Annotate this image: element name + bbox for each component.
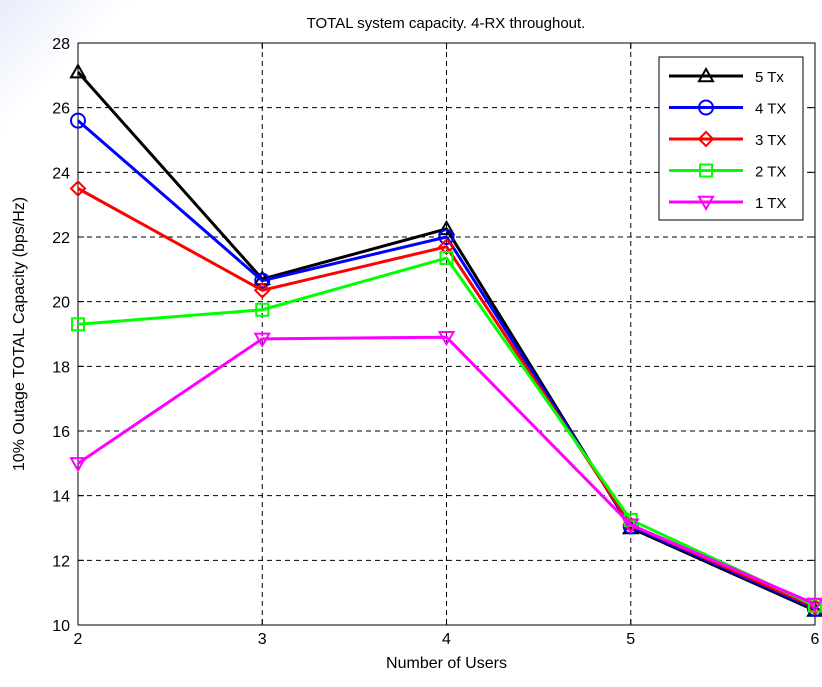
data-point <box>70 112 86 129</box>
data-point <box>806 597 822 613</box>
y-tick-label: 22 <box>52 230 70 247</box>
data-point <box>254 272 271 289</box>
y-tick-label: 14 <box>52 489 70 506</box>
y-tick-label: 10 <box>52 618 70 635</box>
legend-item: 4 TX <box>669 99 786 118</box>
y-tick-label: 26 <box>52 101 70 118</box>
x-tick-label: 3 <box>258 631 267 648</box>
data-point <box>69 180 87 197</box>
legend-label: 1 TX <box>755 195 786 212</box>
data-point <box>438 238 455 256</box>
data-point <box>698 99 714 116</box>
y-axis-label: 10% Outage TOTAL Capacity (bps/Hz) <box>11 197 28 471</box>
legend-item: 2 TX <box>669 163 786 181</box>
data-point <box>438 229 455 245</box>
legend: 5 Tx 4 TX 3 TX 2 TX 1 TX <box>658 56 804 221</box>
x-tick-label: 2 <box>74 631 83 648</box>
data-point <box>439 251 454 266</box>
data-point <box>253 332 271 348</box>
legend-item: 5 Tx <box>669 66 784 86</box>
data-point <box>437 219 456 236</box>
data-point <box>699 163 713 178</box>
data-point <box>255 302 270 317</box>
y-tick-label: 12 <box>52 553 70 570</box>
legend-item: 3 TX <box>669 130 786 149</box>
series-line <box>77 335 816 606</box>
data-point <box>253 281 271 299</box>
series-line <box>77 256 816 607</box>
legend-label: 5 Tx <box>755 69 784 86</box>
series-group <box>69 63 822 617</box>
data-point <box>697 195 715 212</box>
data-point <box>71 317 85 332</box>
x-tick-label: 6 <box>811 631 820 648</box>
y-tick-label: 24 <box>52 165 70 182</box>
y-tick-label: 18 <box>52 359 70 376</box>
axis-ticks: 2 3 4 5 6 10 12 14 16 18 20 22 24 26 28 <box>52 36 819 648</box>
legend-item: 1 TX <box>669 195 786 212</box>
x-tick-label: 4 <box>442 631 451 648</box>
x-axis-label: Number of Users <box>386 655 507 672</box>
x-tick-label: 5 <box>626 631 635 648</box>
chart-title: TOTAL system capacity. 4-RX throughout. <box>307 15 586 32</box>
legend-label: 4 TX <box>755 101 786 118</box>
y-tick-label: 20 <box>52 295 70 312</box>
y-tick-label: 16 <box>52 424 70 441</box>
data-point <box>69 457 87 473</box>
series-4 <box>69 330 822 613</box>
y-tick-label: 28 <box>52 36 70 53</box>
data-point <box>697 66 715 83</box>
data-point <box>437 330 456 347</box>
data-point <box>697 130 715 148</box>
data-point <box>69 63 87 79</box>
data-point <box>622 518 640 534</box>
legend-label: 3 TX <box>755 132 786 149</box>
legend-label: 2 TX <box>755 164 786 181</box>
